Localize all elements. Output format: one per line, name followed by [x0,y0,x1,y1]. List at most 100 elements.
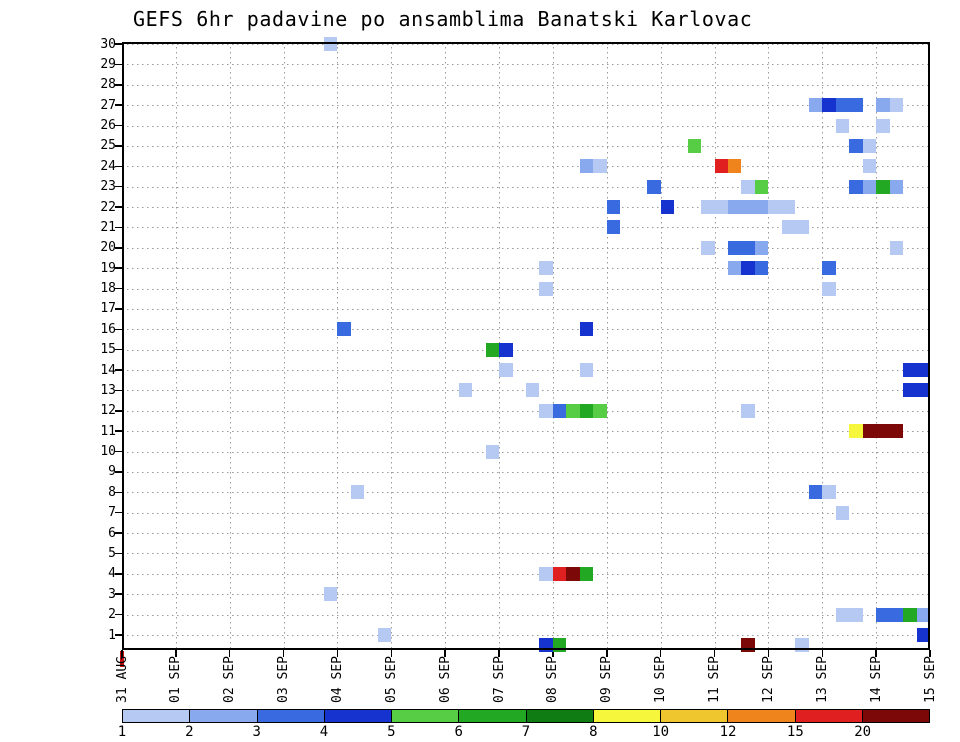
heatmap-cell [822,281,836,296]
x-axis-label: 09 SEP [599,656,615,703]
heatmap-cell [728,240,742,255]
x-axis-tick [336,650,339,657]
grid-line-vertical [768,42,770,650]
grid-line-horizontal [122,44,930,45]
y-axis-label: 23 [100,179,116,195]
x-axis-label: 02 SEP [222,656,238,703]
legend-label: 10 [652,724,670,740]
y-axis-label: 25 [100,138,116,154]
heatmap-cell [916,383,930,398]
heatmap-cell [485,342,500,357]
y-axis-label: 7 [108,505,116,521]
heatmap-cell [606,220,621,235]
x-axis-tick [713,650,716,657]
heatmap-cell [795,638,809,653]
heatmap-cell [579,363,594,378]
y-axis-label: 14 [100,362,116,378]
y-axis-tick [115,491,122,494]
heatmap-cell [808,98,823,113]
heatmap-cell [835,98,850,113]
x-axis-tick [498,650,500,657]
y-axis-tick [115,348,122,351]
y-axis-tick [115,308,122,310]
y-axis-tick [115,511,122,514]
x-axis-tick [552,650,554,657]
x-axis-label: 11 SEP [707,656,723,703]
x-axis-label: 31 AUG [114,656,130,703]
heatmap-cell [754,200,769,215]
y-axis-label: 18 [100,281,116,297]
heatmap-cell [701,240,715,255]
y-axis-tick [115,145,122,147]
x-axis-tick [659,650,662,657]
heatmap-cell [579,403,594,418]
heatmap-cell [889,98,904,113]
grid-line-horizontal [122,227,930,229]
heatmap-cell [754,240,769,255]
chart-title: GEFS 6hr padavine po ansamblima Banatski… [133,7,753,31]
y-axis-label: 3 [108,586,116,602]
heatmap-cell [795,220,809,235]
y-axis-tick [115,573,122,575]
heatmap-cell [579,159,594,174]
x-axis-tick [929,650,931,657]
x-axis-label: 03 SEP [276,656,292,703]
grid-line-horizontal [122,64,930,66]
heatmap-cell [889,240,904,255]
y-axis-label: 1 [108,627,116,643]
y-axis-label: 20 [100,240,116,256]
heatmap-cell [714,200,728,215]
heatmap-cell [903,383,917,398]
grid-line-vertical [660,42,662,650]
y-axis-tick [115,450,122,453]
heatmap-cell [324,37,338,51]
y-axis-label: 4 [108,566,116,582]
heatmap-cell [552,566,567,581]
heatmap-cell [539,281,553,296]
y-axis-label: 19 [100,260,116,276]
legend-segment [592,709,661,723]
legend-label: 8 [589,724,598,740]
y-axis-tick [115,430,122,432]
grid-line-vertical [337,42,339,650]
heatmap-cell [822,98,836,113]
heatmap-cell [579,322,594,337]
heatmap-cell [876,118,890,133]
y-axis-label: 2 [108,607,116,623]
heatmap-cell [849,98,863,113]
legend-segment [458,709,527,723]
heatmap-cell [593,159,607,174]
heatmap-cell [741,200,755,215]
heatmap-cell [903,363,917,378]
heatmap-cell [876,424,890,439]
heatmap-cell [835,118,850,133]
legend-label: 20 [854,724,872,740]
heatmap-cell [539,638,553,653]
legend-label: 15 [786,724,804,740]
heatmap-cell [822,261,836,276]
x-axis-tick [390,650,393,657]
x-axis-label: 06 SEP [437,656,453,703]
legend-segment [861,709,930,723]
heatmap-cell [526,383,540,398]
y-axis-tick [115,287,122,290]
heatmap-cell [754,179,769,194]
x-axis-tick [767,650,770,657]
grid-line-vertical [822,42,824,650]
x-axis-label: 13 SEP [814,656,830,703]
grid-line-horizontal [122,329,930,331]
grid-line-horizontal [122,410,930,412]
heatmap-cell [889,179,904,194]
y-axis-label: 9 [108,464,116,480]
heatmap-cell [835,607,850,622]
y-axis-label: 8 [108,484,116,500]
y-axis-tick [115,43,122,45]
heatmap-cell [728,200,742,215]
legend-label: 7 [521,724,531,740]
legend-segment [391,709,460,723]
grid-line-horizontal [122,125,930,127]
y-axis-tick [115,104,122,106]
plot-area [122,37,930,653]
grid-line-horizontal [122,145,930,147]
y-axis-label: 13 [100,382,116,398]
